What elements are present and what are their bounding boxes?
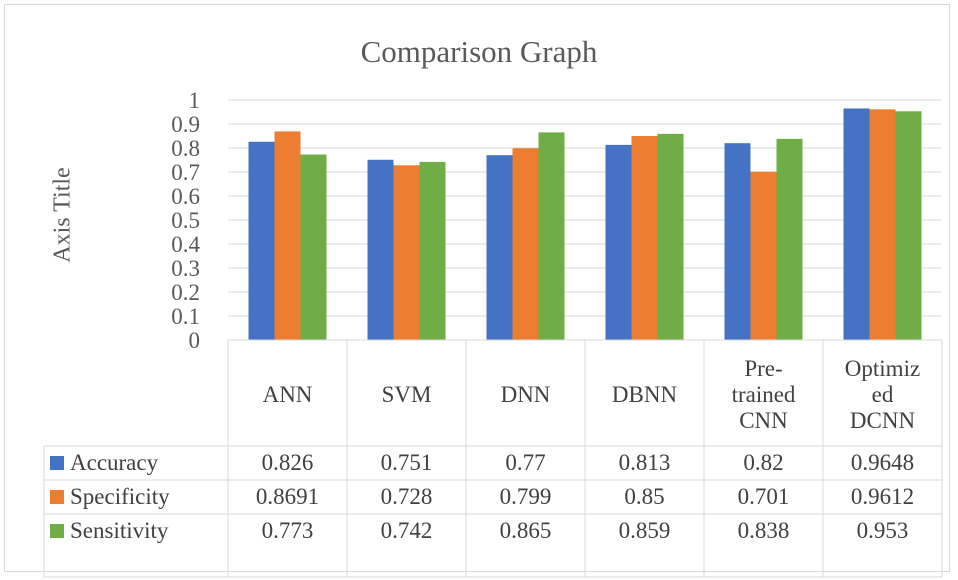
x-category-label-line: SVM xyxy=(381,382,432,407)
table-value: 0.82 xyxy=(743,450,784,475)
bar-sensitivity xyxy=(657,133,684,340)
table-value: 0.701 xyxy=(737,484,790,509)
table-value: 0.8691 xyxy=(255,484,320,509)
y-tick-label: 0.4 xyxy=(171,232,200,257)
bar-accuracy xyxy=(367,159,394,340)
table-value: 0.85 xyxy=(624,484,665,509)
bar-accuracy xyxy=(605,144,632,340)
table-value: 0.9648 xyxy=(850,450,915,475)
x-category-label-line: DNN xyxy=(500,382,551,407)
bar-specificity xyxy=(750,171,777,340)
y-tick-label: 0.2 xyxy=(171,280,200,305)
y-tick-label: 0.3 xyxy=(171,256,200,281)
table-value: 0.865 xyxy=(499,518,552,543)
table-value: 0.751 xyxy=(380,450,433,475)
bar-specificity xyxy=(274,131,301,340)
y-tick-label: 0 xyxy=(189,328,201,353)
table-value: 0.826 xyxy=(261,450,314,475)
bar-sensitivity xyxy=(538,132,565,340)
chart-title: Comparison Graph xyxy=(360,34,598,69)
x-category-label-line: Optimiz xyxy=(844,356,921,381)
table-value: 0.859 xyxy=(618,518,671,543)
table-value: 0.773 xyxy=(261,518,314,543)
legend-row-sensitivity: Sensitivity xyxy=(50,514,168,548)
bar-specificity xyxy=(393,165,420,340)
bar-accuracy xyxy=(843,108,870,340)
table-value: 0.799 xyxy=(499,484,552,509)
bar-specificity xyxy=(869,109,896,340)
table-value: 0.838 xyxy=(737,518,790,543)
y-tick-label: 0.7 xyxy=(171,160,200,185)
legend-label: Sensitivity xyxy=(70,518,169,543)
x-category-label-line: DCNN xyxy=(849,408,916,433)
legend-label: Accuracy xyxy=(70,450,159,475)
x-category-label: DBNN xyxy=(596,382,694,408)
table-value: 0.77 xyxy=(505,450,546,475)
x-category-label-line: ANN xyxy=(262,382,313,407)
bar-sensitivity xyxy=(895,111,922,340)
legend-key xyxy=(50,524,64,538)
legend-label: Specificity xyxy=(70,484,170,509)
x-category-label: SVM xyxy=(358,382,456,408)
y-axis-title: Axis Title xyxy=(49,167,76,263)
bar-specificity xyxy=(512,148,539,340)
x-category-label: ANN xyxy=(239,382,337,408)
table-value: 0.813 xyxy=(618,450,671,475)
x-category-label-line: ed xyxy=(871,382,894,407)
x-category-label-line: DBNN xyxy=(611,382,678,407)
bar-specificity xyxy=(631,136,658,340)
bar-sensitivity xyxy=(300,154,327,340)
table-value: 0.728 xyxy=(380,484,433,509)
table-value: 0.742 xyxy=(380,518,433,543)
x-category-label-line: trained xyxy=(731,382,796,407)
table-value: 0.953 xyxy=(856,518,909,543)
y-tick-label: 0.6 xyxy=(171,184,200,209)
x-category-label: DNN xyxy=(477,382,575,408)
bar-accuracy xyxy=(724,143,751,340)
x-category-label-line: CNN xyxy=(739,408,788,433)
bar-accuracy xyxy=(248,141,275,340)
x-category-label-line: Pre- xyxy=(744,356,783,381)
bar-accuracy xyxy=(486,155,513,340)
legend-row-specificity: Specificity xyxy=(50,480,170,514)
y-tick-label: 0.1 xyxy=(171,304,200,329)
bar-sensitivity xyxy=(776,138,803,340)
y-tick-label: 0.8 xyxy=(171,136,200,161)
y-tick-label: 0.9 xyxy=(171,112,200,137)
x-category-label: Optimiz ed DCNN xyxy=(834,356,932,434)
legend-key xyxy=(50,490,64,504)
x-category-label: Pre-trained CNN xyxy=(715,356,813,434)
legend-key xyxy=(50,456,64,470)
table-value: 0.9612 xyxy=(850,484,915,509)
bar-sensitivity xyxy=(419,161,446,340)
legend-row-accuracy: Accuracy xyxy=(50,446,158,480)
y-tick-label: 0.5 xyxy=(171,208,200,233)
y-tick-label: 1 xyxy=(189,88,201,113)
